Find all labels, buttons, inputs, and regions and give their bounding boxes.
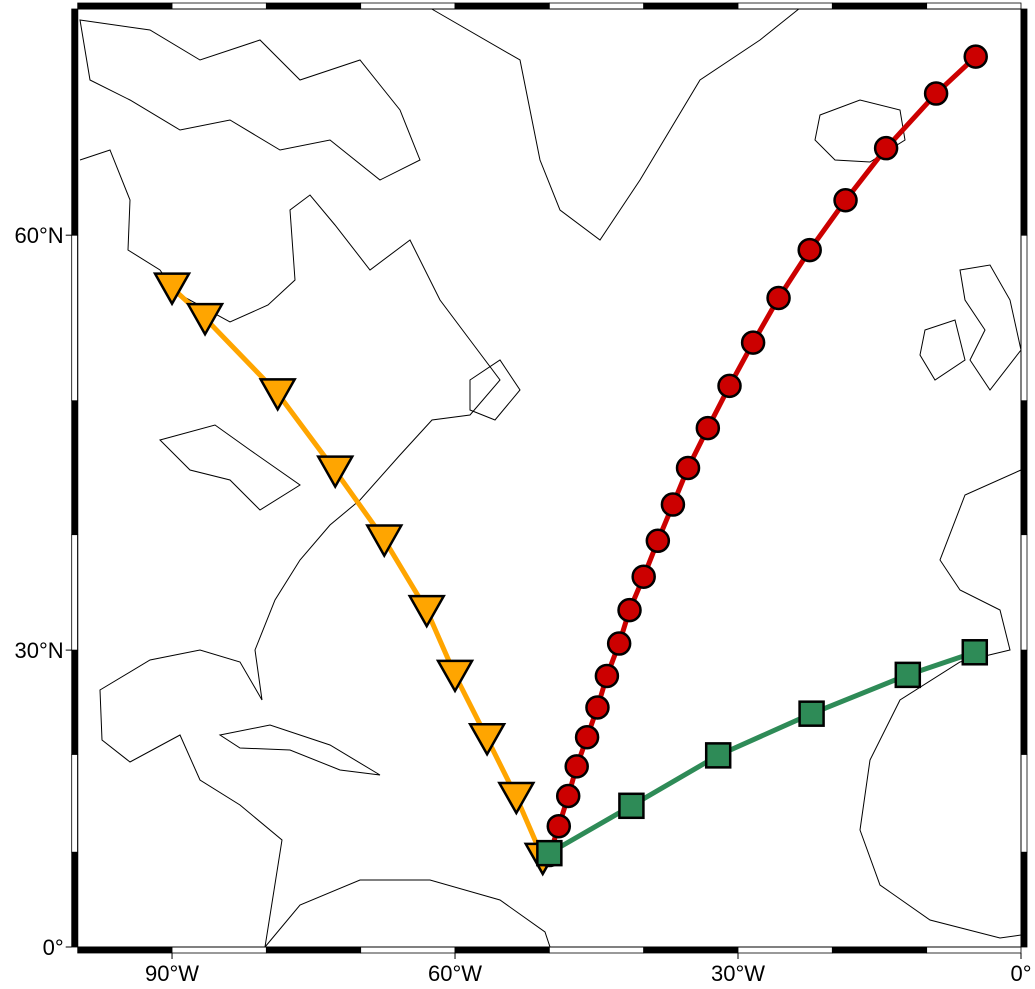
y-tick-label: 30°N <box>15 638 64 663</box>
frame-bar <box>737 2 833 10</box>
north-america-coast <box>79 149 501 948</box>
frame-bar <box>1020 8 1028 236</box>
frame-bar <box>1020 851 1028 948</box>
frame-bar <box>71 234 79 402</box>
x-tick-label: 60°W <box>428 961 482 986</box>
y-tick-label: 0° <box>43 935 64 960</box>
circle-marker <box>740 330 766 355</box>
frame-bar <box>77 946 173 954</box>
great-lakes <box>159 424 301 511</box>
frame-bar <box>77 2 173 10</box>
triangle-marker <box>407 594 446 629</box>
circle-marker <box>675 455 701 481</box>
south-america-coast <box>264 879 551 948</box>
square-marker <box>618 792 645 820</box>
circle-marker <box>833 188 858 213</box>
frame-bar <box>360 2 456 10</box>
circle-marker <box>797 237 822 263</box>
frame-bar <box>265 2 362 10</box>
x-tick-label: 30°W <box>711 961 765 986</box>
circle-marker <box>717 373 742 399</box>
track-markers <box>152 44 989 877</box>
circle-marker <box>594 663 620 689</box>
square-marker <box>536 839 563 867</box>
frame-bar <box>71 534 79 651</box>
circle-marker <box>695 415 721 441</box>
frame-bar <box>171 946 267 954</box>
triangle-marker <box>185 302 225 337</box>
newfoundland <box>469 359 521 421</box>
frame-bar <box>548 2 645 10</box>
frame-bar <box>831 946 928 954</box>
frame-bar <box>1020 400 1028 536</box>
frame-bar <box>71 649 79 755</box>
frame-bar <box>71 400 79 536</box>
frame-bar <box>1020 534 1028 651</box>
circle-marker <box>574 724 600 750</box>
triangle-marker <box>435 659 475 694</box>
frame-bar <box>454 2 550 10</box>
circle-marker <box>631 564 656 589</box>
square-marker <box>798 700 825 727</box>
circle-marker <box>963 44 988 69</box>
triangle-marker <box>152 272 192 307</box>
frame-bar <box>71 8 79 236</box>
cuba-coast <box>218 724 381 776</box>
circle-marker <box>564 754 589 779</box>
europe-africa-coast <box>859 469 1022 939</box>
frame-bar <box>643 946 739 954</box>
frame-bar <box>1020 234 1028 402</box>
track-line <box>546 54 978 856</box>
frame-bar <box>926 946 1022 954</box>
triangle-marker <box>365 524 404 559</box>
triangle-marker <box>258 378 297 412</box>
frame-bar <box>171 2 267 10</box>
circle-marker <box>546 813 572 839</box>
frame-bar <box>454 946 550 954</box>
coastlines <box>79 7 1022 948</box>
x-tick-label: 90°W <box>145 961 199 986</box>
british-isles <box>919 264 1022 391</box>
greenland-coast <box>429 7 801 241</box>
circle-marker <box>923 81 949 106</box>
x-tick-label: 0° <box>1010 961 1031 986</box>
circle-marker <box>555 783 581 809</box>
circle-marker <box>660 492 686 517</box>
circle-marker <box>873 135 899 161</box>
frame-bar <box>71 851 79 948</box>
track-line <box>170 285 546 859</box>
frame-bar <box>265 946 362 954</box>
circle-marker <box>585 695 610 720</box>
frame-bar <box>831 2 928 10</box>
circle-marker <box>766 285 791 311</box>
circle-marker <box>645 528 671 554</box>
frame-bar <box>737 946 833 954</box>
frame-bar <box>1020 753 1028 853</box>
frame-bar <box>643 2 739 10</box>
arctic-islands <box>79 19 421 181</box>
frame-bar <box>360 946 456 954</box>
square-marker <box>961 639 989 666</box>
square-marker <box>894 661 922 689</box>
map-frame <box>77 8 1022 948</box>
circle-marker <box>606 631 632 656</box>
frame-bar <box>548 946 645 954</box>
frame-bar <box>1020 649 1028 755</box>
triangle-marker <box>316 455 355 490</box>
track-lines <box>170 54 978 859</box>
y-tick-label: 60°N <box>15 223 64 248</box>
circle-marker <box>617 597 642 623</box>
triangle-marker <box>497 781 536 816</box>
square-marker <box>704 742 732 769</box>
frame-bar <box>926 2 1022 10</box>
triangle-marker <box>467 722 507 757</box>
frame-bar <box>71 753 79 853</box>
